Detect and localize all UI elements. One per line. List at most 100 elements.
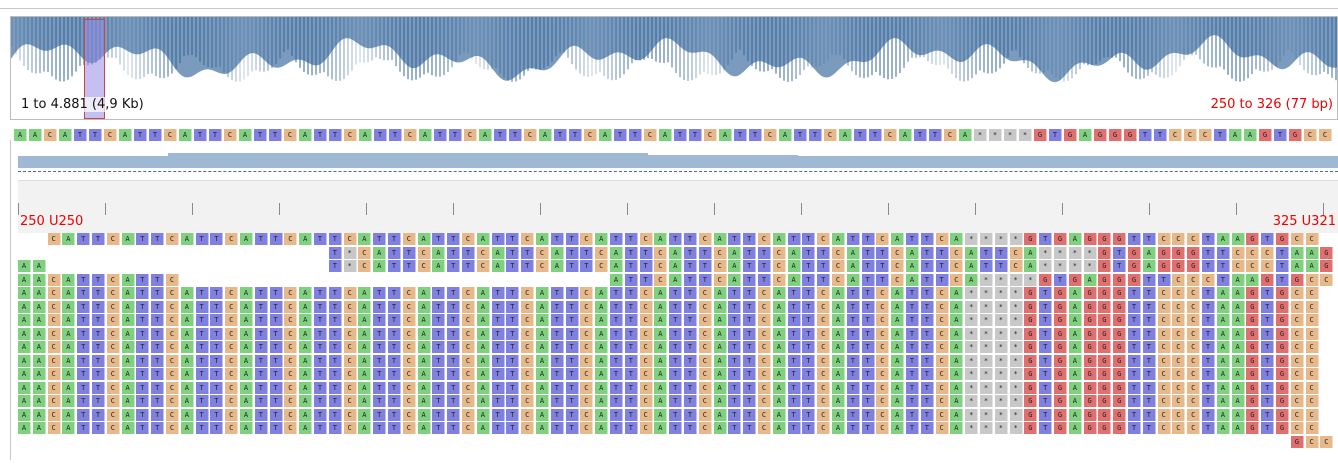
base-cell: A <box>713 422 727 434</box>
base-cell: C <box>1157 381 1171 394</box>
base-cell: T <box>1261 287 1275 299</box>
base-cell: T <box>77 422 91 434</box>
base-cell: T <box>565 408 579 421</box>
base-cell: G <box>1083 368 1097 380</box>
base-cell: T <box>624 341 638 353</box>
viewport-selection-box[interactable] <box>84 19 105 119</box>
base-cell: A <box>1229 129 1242 141</box>
base-cell: T <box>210 354 224 367</box>
coverage-streak <box>1215 17 1217 68</box>
coverage-streak <box>375 17 377 58</box>
base-cell: T <box>580 260 594 272</box>
coverage-streak <box>363 17 365 63</box>
base-cell: G <box>1098 381 1112 394</box>
base-cell: T <box>846 327 860 340</box>
coverage-streak <box>723 17 725 71</box>
base-cell: C <box>1305 381 1319 394</box>
base-cell: C <box>166 233 179 245</box>
base-cell: A <box>18 354 31 367</box>
base-cell: C <box>1305 408 1319 421</box>
coverage-streak <box>1247 17 1249 79</box>
coverage-streak <box>19 17 21 61</box>
base-cell: A <box>772 408 786 421</box>
total-range-label: 1 to 4.881 (4,9 Kb) <box>19 97 146 112</box>
base-cell: C <box>225 381 239 394</box>
base-cell: A <box>62 233 76 245</box>
coverage-streak <box>1055 17 1057 78</box>
base-cell: T <box>550 233 564 245</box>
base-cell: T <box>77 273 91 286</box>
coverage-streak <box>675 17 677 73</box>
base-cell: T <box>1139 129 1152 141</box>
base-cell: T <box>743 422 757 434</box>
base-cell: A <box>59 129 72 141</box>
base-cell: * <box>989 129 1002 141</box>
base-cell: T <box>1261 368 1275 380</box>
base-cell: T <box>491 354 505 367</box>
base-cell: C <box>758 381 771 394</box>
coverage-streak <box>511 17 513 82</box>
base-cell: A <box>432 260 446 272</box>
base-cell: A <box>240 314 253 326</box>
coverage-streak <box>1315 17 1317 76</box>
ruler-tick <box>453 203 454 215</box>
coverage-streak <box>475 17 477 64</box>
coverage-streak <box>1079 17 1081 70</box>
base-cell: G <box>1024 341 1038 353</box>
base-cell: A <box>476 341 490 353</box>
coverage-streak <box>1183 17 1185 60</box>
base-cell: A <box>417 368 431 380</box>
base-cell: G <box>1113 300 1127 313</box>
base-cell: A <box>359 129 372 141</box>
base-cell: A <box>358 368 372 380</box>
coverage-streak <box>951 17 953 74</box>
base-cell: T <box>861 381 875 394</box>
ruler-tick <box>1062 203 1063 215</box>
base-cell: T <box>1128 368 1141 380</box>
base-cell: A <box>950 287 964 299</box>
base-cell: T <box>195 354 209 367</box>
base-cell: G <box>1172 260 1186 272</box>
base-cell: T <box>151 422 165 434</box>
base-cell: * <box>1054 246 1067 259</box>
coverage-streak <box>515 17 517 82</box>
base-cell: C <box>1305 368 1319 380</box>
coverage-streak <box>599 17 601 73</box>
coverage-streak <box>507 17 509 81</box>
coverage-streak <box>299 17 301 68</box>
coverage-streak <box>447 17 449 72</box>
base-cell: C <box>1305 422 1319 434</box>
coverage-streak <box>547 17 549 66</box>
base-cell: T <box>1113 260 1127 272</box>
base-cell: T <box>432 314 446 326</box>
base-cell: T <box>861 422 875 434</box>
base-cell: T <box>817 260 831 272</box>
base-cell: C <box>1187 273 1201 286</box>
coverage-streak <box>603 17 605 76</box>
base-cell: C <box>521 422 535 434</box>
base-cell: C <box>224 129 237 141</box>
base-cell: * <box>1019 129 1032 141</box>
base-cell: C <box>284 341 298 353</box>
base-cell: C <box>1187 422 1201 434</box>
base-cell: C <box>284 395 298 407</box>
base-cell: T <box>920 368 934 380</box>
coverage-streak <box>439 17 441 77</box>
base-cell: G <box>1098 287 1112 299</box>
base-cell: T <box>1202 354 1215 367</box>
ruler-left-position: 250 U250 <box>20 214 84 229</box>
base-cell: A <box>62 341 76 353</box>
coverage-streak <box>947 17 949 69</box>
coverage-streak <box>1071 17 1073 79</box>
base-cell: T <box>1202 422 1215 434</box>
base-cell: C <box>462 314 475 326</box>
base-cell: C <box>104 129 117 141</box>
coverage-streak <box>1295 17 1297 59</box>
coverage-overview-panel[interactable]: 1 to 4.881 (4,9 Kb) 250 to 326 (77 bp) <box>10 16 1338 120</box>
base-cell: A <box>891 287 905 299</box>
base-cell: C <box>639 314 653 326</box>
base-cell: T <box>462 246 475 259</box>
base-cell: T <box>1261 354 1275 367</box>
base-cell: T <box>210 408 224 421</box>
